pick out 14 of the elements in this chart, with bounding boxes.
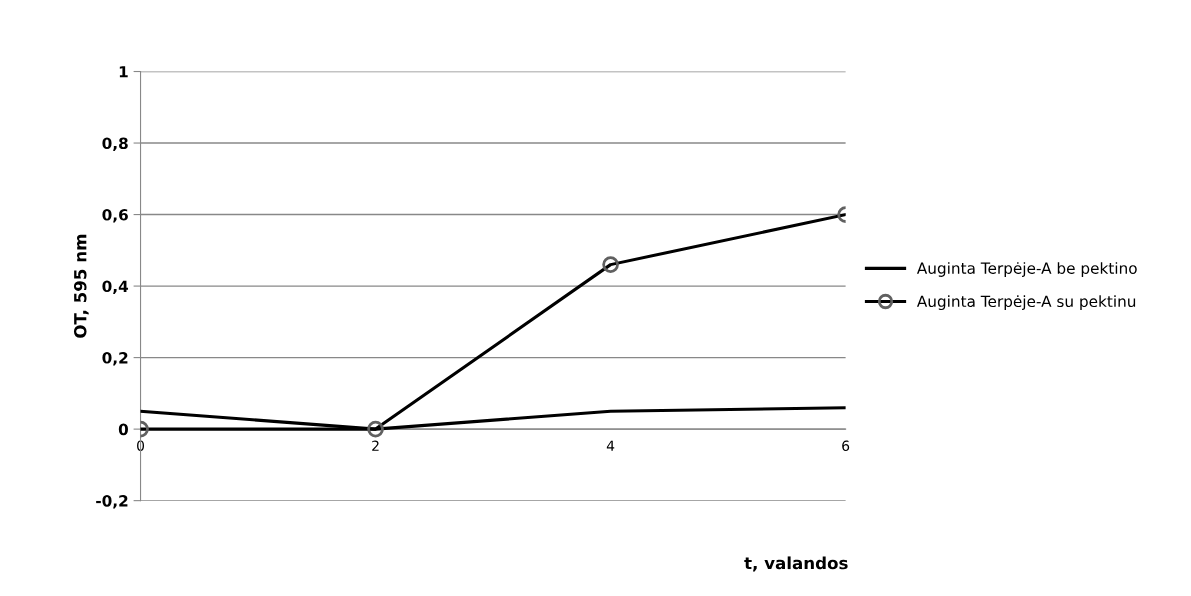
x-tick-label: 2 bbox=[372, 440, 379, 451]
legend-label: Auginta Terpėje-A be pektino bbox=[916, 262, 1137, 277]
y-tick-label: 0 bbox=[118, 423, 128, 436]
y-tick-label: 1 bbox=[119, 66, 128, 78]
y-tick-label: 0,8 bbox=[102, 137, 128, 152]
y-axis-title: OT, 595 nm bbox=[73, 234, 89, 338]
x-axis-title: t, valandos bbox=[744, 556, 848, 572]
y-tick-label: 0,2 bbox=[102, 352, 128, 366]
x-tick-label: 4 bbox=[606, 440, 615, 451]
legend-label: Auginta Terpėje-A su pektinu bbox=[916, 295, 1136, 311]
y-tick-label: 0,4 bbox=[102, 280, 129, 295]
y-tick-label: 0,6 bbox=[102, 209, 128, 223]
x-tick-label: 6 bbox=[842, 440, 850, 451]
y-tick-label: -0,2 bbox=[96, 495, 128, 509]
